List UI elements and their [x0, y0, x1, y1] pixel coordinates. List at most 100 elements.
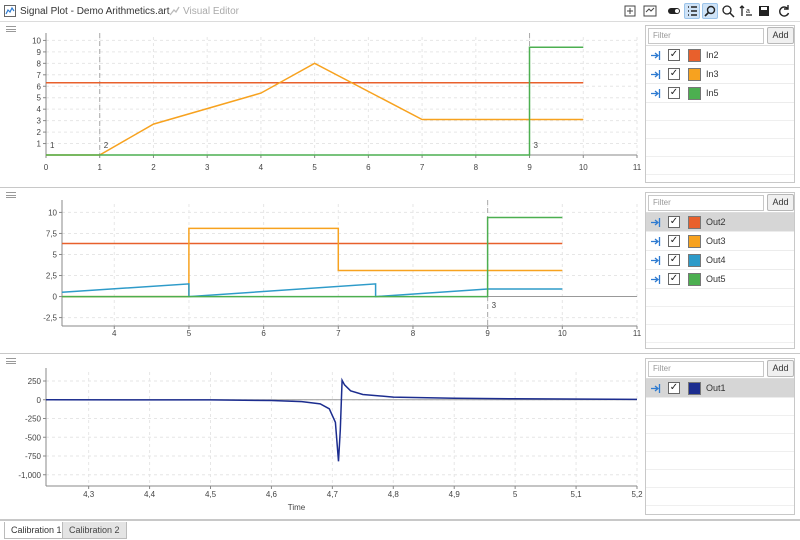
drag-handle-icon[interactable]	[6, 358, 16, 364]
export-icon[interactable]	[622, 3, 638, 19]
visual-editor-tab[interactable]: Visual Editor	[168, 4, 239, 18]
x-tick-label: 4,8	[388, 490, 400, 499]
visibility-checkbox[interactable]: ✓	[668, 87, 680, 99]
x-tick-label: 11	[633, 329, 642, 338]
series-color-swatch[interactable]	[688, 87, 701, 100]
x-tick-label: 5	[312, 163, 317, 172]
legend-empty-row	[646, 452, 794, 470]
x-tick-label: 0	[44, 163, 49, 172]
series-color-swatch[interactable]	[688, 254, 701, 267]
tab-calibration-2[interactable]: Calibration 2	[62, 522, 127, 539]
drag-handle-icon[interactable]	[6, 192, 16, 198]
signal-plot-icon	[4, 5, 16, 17]
x-tick-label: 8	[411, 329, 416, 338]
y-tick-label: 5	[37, 94, 42, 103]
visibility-checkbox[interactable]: ✓	[668, 216, 680, 228]
zoom-cursor-icon[interactable]	[720, 3, 736, 19]
y-tick-label: -250	[25, 415, 42, 424]
legend-item-label: In2	[706, 50, 719, 60]
signal-arrow-icon	[651, 89, 661, 98]
cursor-label: 1	[50, 141, 55, 150]
series-color-swatch[interactable]	[688, 216, 701, 229]
series-color-swatch[interactable]	[688, 273, 701, 286]
legend-panel-1: Filter Add ✓ In2 ✓ In3 ✓ In5	[645, 25, 795, 183]
x-axis-label: Time	[288, 503, 306, 512]
series-color-swatch[interactable]	[688, 49, 701, 62]
legend-empty-row	[646, 121, 794, 139]
refresh-icon[interactable]	[776, 3, 792, 19]
series-color-swatch[interactable]	[688, 68, 701, 81]
series-color-swatch[interactable]	[688, 235, 701, 248]
y-tick-label: 7,5	[46, 229, 58, 238]
y-tick-label: 10	[48, 208, 57, 217]
visibility-checkbox[interactable]: ✓	[668, 68, 680, 80]
x-tick-label: 5,1	[571, 490, 583, 499]
legend-item-in3[interactable]: ✓ In3	[646, 65, 794, 84]
legend-item-out4[interactable]: ✓ Out4	[646, 251, 794, 270]
legend-item-in5[interactable]: ✓ In5	[646, 84, 794, 103]
filter-input[interactable]: Filter	[648, 28, 764, 44]
visibility-checkbox[interactable]: ✓	[668, 254, 680, 266]
legend-item-out1[interactable]: ✓ Out1	[646, 379, 794, 398]
y-tick-label: 3	[37, 117, 42, 126]
legend-item-label: In5	[706, 88, 719, 98]
add-button[interactable]: Add	[767, 360, 794, 377]
signal-arrow-icon	[651, 256, 661, 265]
y-tick-label: 4	[37, 105, 42, 114]
x-tick-label: 7	[420, 163, 425, 172]
filter-input[interactable]: Filter	[648, 195, 764, 211]
legend-item-out3[interactable]: ✓ Out3	[646, 232, 794, 251]
x-tick-label: 3	[205, 163, 210, 172]
visibility-checkbox[interactable]: ✓	[668, 235, 680, 247]
series-out1-line	[45, 377, 638, 462]
legend-empty-row	[646, 157, 794, 175]
x-tick-label: 11	[633, 163, 642, 172]
add-button[interactable]: Add	[767, 194, 794, 211]
drag-handle-icon[interactable]	[6, 26, 16, 32]
y-tick-label: -2,5	[43, 314, 57, 323]
legend-panel-3: Filter Add ✓ Out1	[645, 358, 795, 515]
toggle-icon[interactable]	[666, 3, 682, 19]
visibility-checkbox[interactable]: ✓	[668, 382, 680, 394]
plot-panel-3: 4,3 4,4 4,5 4,6 4,7 4,8 4,9 5 5,1 5,2 250 0 -250 -500…	[0, 354, 800, 520]
y-tick-label: 9	[37, 48, 42, 57]
legend-item-label: In3	[706, 69, 719, 79]
legend-empty-row	[646, 325, 794, 343]
add-button[interactable]: Add	[767, 27, 794, 44]
y-tick-label: 0	[53, 293, 58, 302]
series-out5-line	[62, 216, 563, 298]
chart-out1[interactable]: 4,3 4,4 4,5 4,6 4,7 4,8 4,9 5 5,1 5,2 250 0 -250 -500…	[0, 354, 643, 520]
chart-outputs[interactable]: 4 5 6 7 8 9 10 11 -2,5 0 2,5 5 7,5 10 3	[0, 188, 643, 354]
legend-empty-row	[646, 289, 794, 307]
legend-list-icon[interactable]	[684, 3, 700, 19]
snapshot-icon[interactable]	[642, 3, 658, 19]
legend-empty-row	[646, 103, 794, 121]
tab-calibration-1[interactable]: Calibration 1	[4, 522, 69, 539]
y-tick-label: 5	[53, 250, 58, 259]
legend-empty-row	[646, 307, 794, 325]
x-tick-label: 4,3	[83, 490, 95, 499]
visibility-checkbox[interactable]: ✓	[668, 49, 680, 61]
legend-item-out5[interactable]: ✓ Out5	[646, 270, 794, 289]
signal-arrow-icon	[651, 218, 661, 227]
legend-empty-row	[646, 470, 794, 488]
visual-editor-icon	[169, 6, 180, 16]
zoom-icon[interactable]	[702, 3, 718, 19]
x-tick-label: 7	[336, 329, 341, 338]
plot-panel-1: 0 1 2 3 4 5 6 7 8 9 10 11 1 2 3 4 5 6 7 8 9 10 2 3 1 Filter Add ✓ I…	[0, 22, 800, 188]
visual-editor-label: Visual Editor	[183, 5, 239, 17]
legend-item-out2[interactable]: ✓ Out2	[646, 213, 794, 232]
save-icon[interactable]	[756, 3, 772, 19]
y-tick-label: -750	[25, 452, 42, 461]
visibility-checkbox[interactable]: ✓	[668, 273, 680, 285]
legend-item-label: Out3	[706, 236, 726, 246]
legend-item-label: Out4	[706, 255, 726, 265]
axis-scale-icon[interactable]: a	[738, 3, 754, 19]
x-tick-label: 2	[151, 163, 156, 172]
filter-input[interactable]: Filter	[648, 361, 764, 377]
legend-item-in2[interactable]: ✓ In2	[646, 46, 794, 65]
signal-arrow-icon	[651, 237, 661, 246]
x-tick-label: 4	[259, 163, 264, 172]
series-color-swatch[interactable]	[688, 382, 701, 395]
